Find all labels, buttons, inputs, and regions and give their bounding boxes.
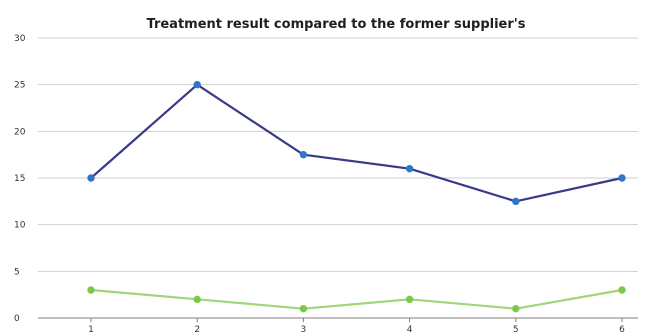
y-tick-label-20: 20 <box>14 127 26 137</box>
series-2-line <box>90 288 623 310</box>
series-1-point-1 <box>87 174 95 182</box>
series-2-point-5 <box>512 304 520 313</box>
y-tick-label-5: 5 <box>14 267 20 277</box>
y-axis-ticks: 0 5 10 15 20 25 30 <box>14 34 26 324</box>
x-tick-label-4: 4 <box>407 325 413 335</box>
series-1-point-2 <box>193 80 201 89</box>
y-tick-label-30: 30 <box>14 34 26 44</box>
series-2-point-1 <box>87 286 95 294</box>
x-tick-label-6: 6 <box>619 325 625 335</box>
series-1 <box>87 80 626 206</box>
series-2-point-4 <box>405 295 414 304</box>
series-2-point-6 <box>618 286 626 294</box>
x-axis-ticks: 1 2 3 4 5 6 <box>88 318 625 335</box>
y-tick-label-25: 25 <box>14 81 25 91</box>
gridlines <box>38 37 638 272</box>
x-tick-label-3: 3 <box>301 325 307 335</box>
series-1-point-6 <box>618 174 626 182</box>
series-2-point-3 <box>299 304 308 313</box>
series-2-point-2 <box>193 295 201 304</box>
y-tick-label-15: 15 <box>14 174 25 184</box>
series-2 <box>87 286 626 313</box>
x-tick-label-5: 5 <box>513 325 519 335</box>
series-layer <box>87 80 626 313</box>
y-tick-label-0: 0 <box>14 314 20 324</box>
x-tick-label-1: 1 <box>88 325 94 335</box>
series-1-line <box>90 83 623 203</box>
chart-title: Treatment result compared to the former … <box>147 17 526 32</box>
y-tick-label-10: 10 <box>14 221 26 231</box>
series-1-point-3 <box>299 150 308 159</box>
x-tick-label-2: 2 <box>194 325 200 335</box>
series-1-point-4 <box>405 164 414 173</box>
series-1-point-5 <box>512 197 520 206</box>
